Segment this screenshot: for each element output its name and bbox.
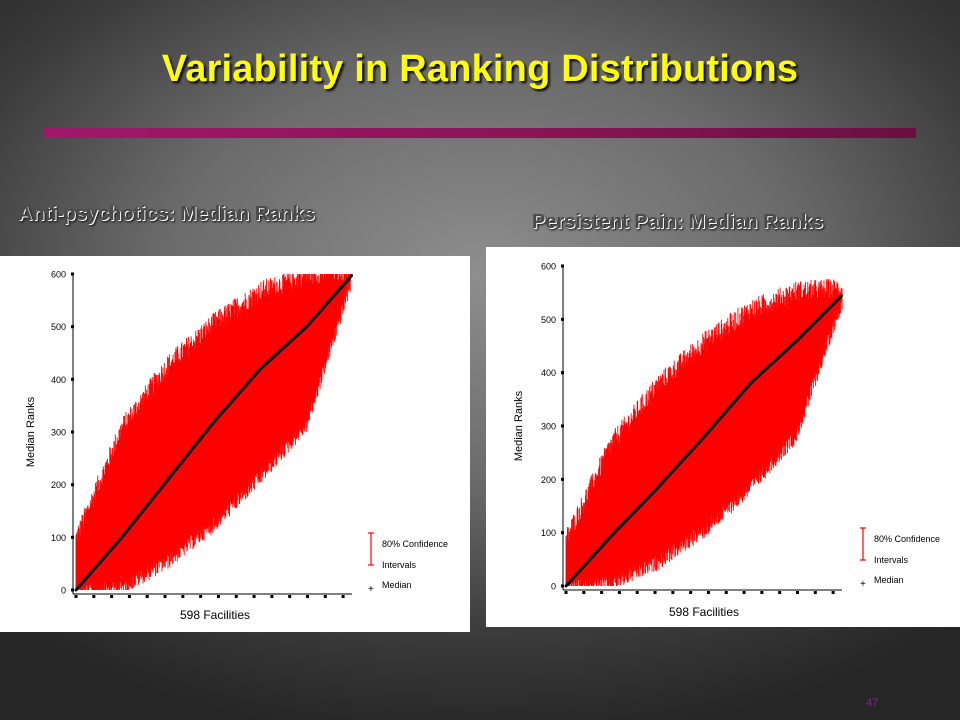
x-tick-mark xyxy=(724,591,728,594)
y-tick-mark xyxy=(71,535,74,539)
legend-interval-label-line1: 80% Confidence xyxy=(874,534,940,544)
x-tick-mark xyxy=(689,591,693,594)
legend-median-symbol: + xyxy=(860,579,866,590)
y-tick-label: 400 xyxy=(51,375,66,385)
y-tick-mark xyxy=(71,377,74,381)
y-tick-label: 100 xyxy=(51,533,66,543)
y-tick-mark xyxy=(71,588,74,592)
x-tick-mark xyxy=(706,591,710,594)
y-tick-label: 300 xyxy=(541,422,556,432)
x-tick-mark xyxy=(813,591,817,594)
y-tick-label: 400 xyxy=(541,368,556,378)
x-tick-mark xyxy=(163,595,167,598)
y-tick-label: 500 xyxy=(51,322,66,332)
median-point xyxy=(840,294,843,298)
y-axis-label: Median Ranks xyxy=(513,390,525,461)
x-axis-label: 598 Facilities xyxy=(180,608,250,622)
y-tick-label: 100 xyxy=(541,528,556,538)
x-tick-mark xyxy=(74,595,78,598)
median-marks xyxy=(74,274,353,592)
x-tick-mark xyxy=(742,591,746,594)
x-tick-mark xyxy=(199,595,203,598)
x-tick-mark xyxy=(831,591,835,594)
y-tick-label: 0 xyxy=(551,582,556,592)
median-marks xyxy=(564,294,843,588)
legend-median-label: Median xyxy=(874,575,904,585)
y-tick-label: 0 xyxy=(61,586,66,596)
y-tick-label: 200 xyxy=(541,475,556,485)
x-axis-label: 598 Facilities xyxy=(669,605,739,619)
x-tick-mark xyxy=(582,591,586,594)
chart-title-persistent-pain: Persistent Pain: Median Ranks xyxy=(532,211,824,233)
chart-panel-antipsychotics: 0 100 200 300 400 500 600 598 Facilities Median … xyxy=(0,256,470,632)
x-tick-mark xyxy=(671,591,675,594)
legend-interval-label-line2: Intervals xyxy=(874,555,909,565)
y-tick-mark xyxy=(71,272,74,276)
slide-number: 47 xyxy=(866,697,879,709)
legend-median-label: Median xyxy=(382,580,412,590)
y-tick-label: 200 xyxy=(51,480,66,490)
x-tick-mark xyxy=(635,591,639,594)
legend-interval-label-line2: Intervals xyxy=(382,560,417,570)
y-tick-mark xyxy=(561,317,564,321)
y-tick-label: 600 xyxy=(541,262,556,272)
y-axis-label: Median Ranks xyxy=(25,396,37,467)
x-tick-mark xyxy=(127,595,131,598)
x-tick-mark xyxy=(323,595,327,598)
chart-persistent-pain: 0 100 200 300 400 500 600 598 Facilities Median … xyxy=(513,262,940,620)
y-tick-mark xyxy=(71,430,74,434)
x-tick-mark xyxy=(795,591,799,594)
x-tick-mark xyxy=(600,591,604,594)
x-tick-mark xyxy=(288,595,292,598)
confidence-interval-marks xyxy=(75,274,353,590)
x-tick-mark xyxy=(653,591,657,594)
x-tick-mark xyxy=(110,595,114,598)
chart-antipsychotics: 0 100 200 300 400 500 600 598 Facilities Median … xyxy=(25,270,448,623)
x-tick-mark xyxy=(92,595,96,598)
x-tick-mark xyxy=(760,591,764,594)
x-tick-mark xyxy=(341,595,345,598)
median-point xyxy=(350,274,353,277)
chart-title-antipsychotics: Anti-psychotics: Median Ranks xyxy=(18,203,315,225)
x-tick-mark xyxy=(305,595,309,598)
x-tick-mark xyxy=(564,591,568,594)
y-tick-mark xyxy=(561,264,564,268)
title-divider xyxy=(44,128,916,138)
y-tick-mark xyxy=(71,483,74,487)
x-tick-mark xyxy=(181,595,185,598)
x-tick-mark xyxy=(778,591,782,594)
y-tick-label: 600 xyxy=(51,270,66,280)
x-tick-mark xyxy=(617,591,621,594)
x-tick-mark xyxy=(252,595,256,598)
y-tick-label: 500 xyxy=(541,315,556,325)
y-tick-mark xyxy=(561,371,564,375)
x-tick-mark xyxy=(145,595,149,598)
y-tick-mark xyxy=(561,424,564,428)
legend-interval-label-line1: 80% Confidence xyxy=(382,539,448,549)
y-tick-mark xyxy=(561,584,564,588)
y-tick-mark xyxy=(71,325,74,329)
chart-panel-persistent-pain: 0 100 200 300 400 500 600 598 Facilities Median … xyxy=(486,247,960,627)
x-tick-mark xyxy=(216,595,220,598)
legend-median-symbol: + xyxy=(368,584,374,595)
slide-title: Variability in Ranking Distributions xyxy=(161,48,799,90)
x-tick-mark xyxy=(234,595,238,598)
y-tick-label: 300 xyxy=(51,428,66,438)
confidence-interval-marks xyxy=(565,279,843,586)
x-tick-mark xyxy=(270,595,274,598)
y-tick-mark xyxy=(561,477,564,481)
y-tick-mark xyxy=(561,531,564,535)
